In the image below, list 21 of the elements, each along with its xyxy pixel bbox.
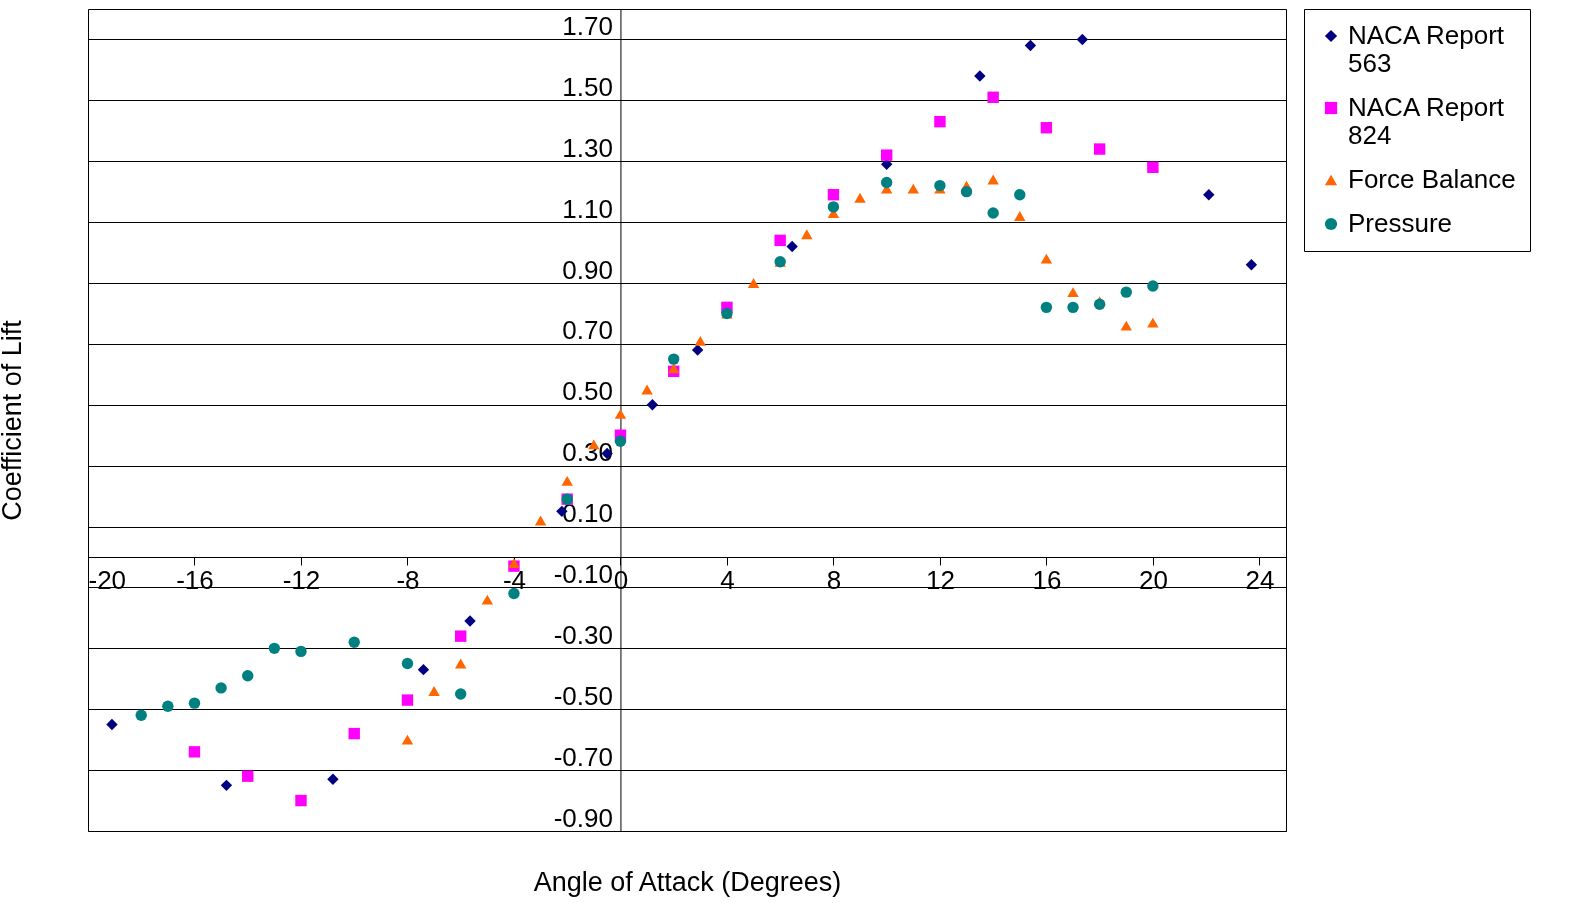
y-tick-label: -0.50 — [553, 680, 613, 711]
legend-label: NACA Report 824 — [1348, 92, 1505, 150]
legend-label: Force Balance — [1348, 164, 1516, 194]
y-tick-label: -0.90 — [553, 802, 613, 833]
legend-label: Pressure — [1348, 208, 1453, 238]
x-tick-label: 4 — [720, 564, 735, 595]
legend-label: NACA Report 563 — [1348, 20, 1505, 78]
y-tick-label: -0.10 — [553, 558, 613, 589]
y-tick-label: 0.50 — [562, 376, 613, 407]
y-tick-label: -0.30 — [553, 619, 613, 650]
x-tick-label: -4 — [502, 564, 527, 595]
y-tick-label: 1.30 — [562, 132, 613, 163]
y-tick-label: 0.90 — [562, 254, 613, 285]
y-tick-label: 0.10 — [562, 498, 613, 529]
x-axis-title: Angle of Attack (Degrees) — [533, 866, 842, 897]
y-tick-label: 1.50 — [562, 71, 613, 102]
y-tick-label: 0.70 — [562, 315, 613, 346]
y-tick-label: -0.70 — [553, 741, 613, 772]
y-tick-label: 1.10 — [562, 193, 613, 224]
y-axis-title: Coefficient of Lift — [0, 319, 27, 521]
y-tick-label: 1.70 — [562, 10, 613, 41]
